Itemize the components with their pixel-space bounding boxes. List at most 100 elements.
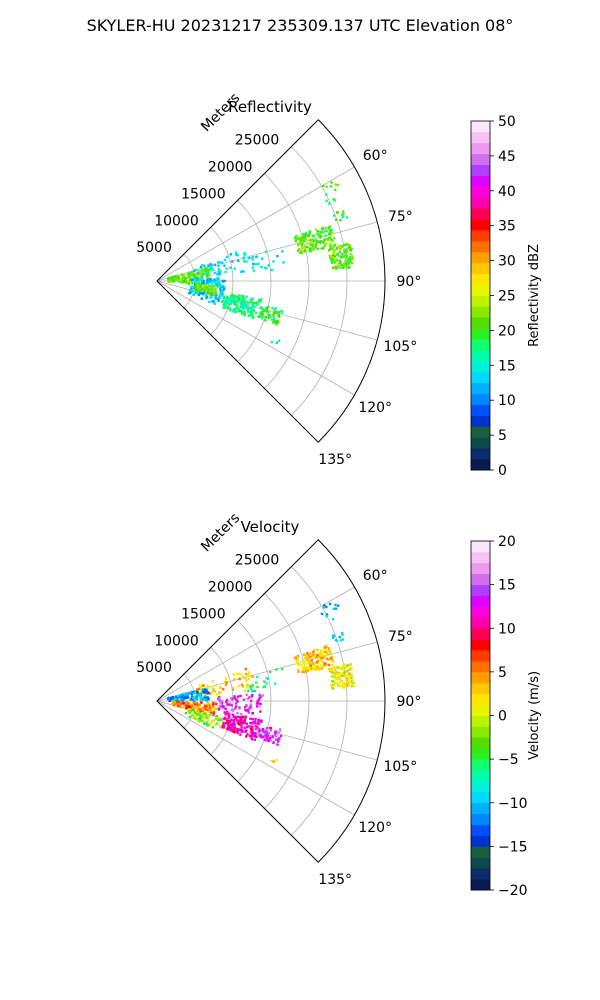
echo-point [314,662,317,665]
echo-point [194,283,198,287]
echo-point [223,304,227,308]
echo-point [190,285,194,288]
echo-point [267,316,271,320]
echo-point [345,676,349,680]
echo-point [181,693,184,696]
echo-point [282,261,285,264]
echo-point [175,701,179,704]
echo-point [207,269,210,272]
echo-point [200,273,203,276]
echo-point [325,185,328,188]
echo-point [247,725,251,728]
echo-point [252,689,255,693]
echo-point [180,280,183,284]
echo-point [323,230,326,233]
echo-point [206,266,209,270]
echo-point [239,733,242,736]
echo-point [342,666,345,670]
echo-point [256,725,259,729]
echo-point [204,284,207,287]
echo-point [328,229,332,232]
echo-point [329,651,333,654]
colorbar-segment [471,726,490,738]
echo-point [249,311,253,315]
echo-point [213,263,217,267]
echo-point [308,656,312,659]
echo-point [245,685,248,688]
echo-point [350,676,353,680]
colorbar-segment [471,339,490,351]
echo-point [229,295,233,298]
echo-point [206,281,209,284]
echo-point [185,702,188,706]
range-tick-label: 15000 [181,606,226,622]
echo-point [202,684,205,687]
echo-point [213,690,217,693]
echo-point [220,705,224,708]
echo-point [323,244,326,247]
echo-point [332,214,336,217]
echo-point [308,247,312,251]
echo-point [320,231,324,234]
echo-point [268,736,272,740]
echo-point [319,235,323,238]
echo-point [178,698,181,701]
echo-point [240,722,243,725]
echo-point [257,298,261,302]
echo-point [215,279,218,282]
echo-point [204,703,207,707]
echo-point [242,307,245,310]
echo-point [211,726,215,729]
echo-point [320,652,323,655]
colorbar-segment [471,650,490,662]
echo-point [306,235,310,238]
echo-point [342,263,345,267]
colorbar-tick-label: 15 [498,358,516,374]
echo-point [232,721,235,724]
echo-point [346,266,349,269]
echo-point [201,684,204,688]
echo-point [224,713,227,716]
echo-point [204,695,207,698]
echo-point [296,654,300,658]
colorbar-tick-label: 50 [498,114,516,130]
echo-point [266,732,270,735]
colorbar-segment [471,197,490,209]
echo-point [236,301,239,304]
echo-point [309,652,312,655]
echo-point [209,295,213,299]
echo-point [259,720,263,724]
echo-point [303,249,307,252]
echo-point [260,315,264,318]
echo-point [319,236,322,239]
echo-point [197,288,201,292]
echo-point [217,261,220,264]
colorbar-segment [471,802,490,815]
echo-point [258,734,262,738]
echo-point [346,681,350,685]
echo-point [267,313,270,317]
echo-point [245,306,248,310]
echo-point [216,277,219,281]
echo-point [192,277,196,280]
echo-point [206,702,210,705]
echo-point [269,729,273,732]
echo-point [316,233,319,236]
colorbar-segment [471,660,490,673]
echo-point [206,684,209,688]
echo-point [278,729,282,732]
echo-point [252,315,255,318]
echo-point [212,713,215,716]
echo-point [197,282,200,285]
echo-point [219,293,222,296]
echo-point [312,653,315,656]
echo-point [196,286,200,289]
echo-point [207,288,211,291]
echo-point [258,315,262,318]
echo-point [343,262,346,265]
echo-point [193,698,196,702]
colorbar-segment [471,404,490,416]
echo-point [348,266,351,269]
echo-point [191,280,194,284]
echo-point [332,251,336,254]
